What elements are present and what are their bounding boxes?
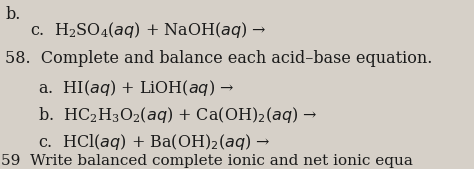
Text: c.  $\mathregular{H_2SO_4}$($\it{aq}$) + NaOH($\it{aq}$) →: c. $\mathregular{H_2SO_4}$($\it{aq}$) + … xyxy=(30,20,266,40)
Text: b.: b. xyxy=(6,6,21,23)
Text: 58.  Complete and balance each acid–base equation.: 58. Complete and balance each acid–base … xyxy=(6,50,433,67)
Text: 59  Write balanced complete ionic and net ionic equa: 59 Write balanced complete ionic and net… xyxy=(1,154,413,168)
Text: b.  $\mathregular{HC_2H_3O_2}$($\it{aq}$) + Ca(OH)$_2$($\it{aq}$) →: b. $\mathregular{HC_2H_3O_2}$($\it{aq}$)… xyxy=(38,105,318,125)
Text: c.  HCl($\it{aq}$) + Ba(OH)$_2$($\it{aq}$) →: c. HCl($\it{aq}$) + Ba(OH)$_2$($\it{aq}$… xyxy=(38,132,271,152)
Text: a.  HI($\it{aq}$) + LiOH($\it{aq}$) →: a. HI($\it{aq}$) + LiOH($\it{aq}$) → xyxy=(38,78,234,98)
